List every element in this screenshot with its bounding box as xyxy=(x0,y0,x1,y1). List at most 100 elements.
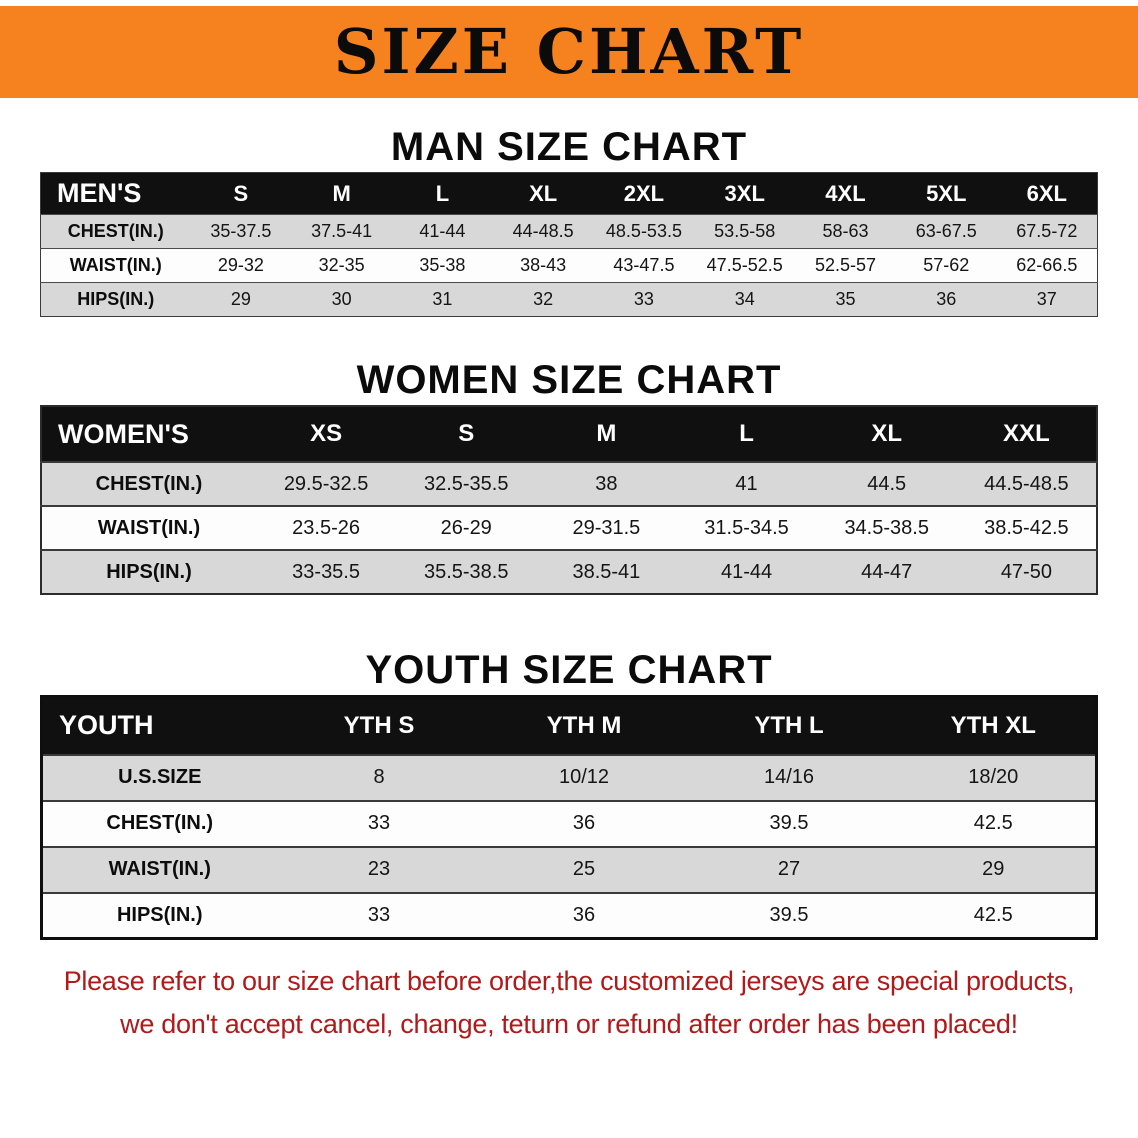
size-column-header: L xyxy=(392,172,493,215)
size-value: 29-32 xyxy=(190,248,292,283)
size-value: 37 xyxy=(996,282,1098,317)
size-value: 29.5-32.5 xyxy=(256,461,397,506)
youth-size-table: YOUTH YTH S YTH M YTH L YTH XL U.S.SIZE 8 10/12… xyxy=(40,695,1098,940)
size-column-header: 6XL xyxy=(996,172,1098,215)
size-column-header: 4XL xyxy=(795,172,896,215)
measurement-label: HIPS(IN.) xyxy=(41,549,256,594)
size-value: 29 xyxy=(190,282,292,317)
size-value: 33 xyxy=(276,891,482,939)
size-value: 33-35.5 xyxy=(256,549,397,594)
size-value: 67.5-72 xyxy=(996,214,1098,249)
size-value: 44-47 xyxy=(816,549,957,594)
size-value: 48.5-53.5 xyxy=(593,214,695,249)
size-value: 38.5-42.5 xyxy=(956,505,1097,550)
size-value: 42.5 xyxy=(891,799,1097,847)
size-value: 10/12 xyxy=(481,753,687,801)
women-size-table: WOMEN'S XS S M L XL XXL CHEST(IN.) 29.5-32.5 32.5… xyxy=(40,405,1098,595)
size-value: 32 xyxy=(492,282,594,317)
size-value: 34.5-38.5 xyxy=(816,505,957,550)
size-value: 35.5-38.5 xyxy=(396,549,537,594)
size-value: 57-62 xyxy=(895,248,997,283)
size-value: 36 xyxy=(895,282,997,317)
measurement-label: HIPS(IN.) xyxy=(40,282,191,317)
size-value: 31.5-34.5 xyxy=(676,505,817,550)
size-column-header: 2XL xyxy=(593,172,695,215)
size-value: 27 xyxy=(686,845,892,893)
size-value: 47.5-52.5 xyxy=(694,248,796,283)
size-value: 29 xyxy=(891,845,1097,893)
size-value: 44-48.5 xyxy=(492,214,594,249)
size-value: 14/16 xyxy=(686,753,892,801)
size-value: 31 xyxy=(392,282,493,317)
measurement-label: HIPS(IN.) xyxy=(41,891,277,939)
size-value: 29-31.5 xyxy=(536,505,677,550)
table-row: CHEST(IN.) 33 36 39.5 42.5 xyxy=(41,799,1097,847)
size-value: 62-66.5 xyxy=(996,248,1098,283)
measurement-label: WAIST(IN.) xyxy=(40,248,191,283)
size-column-header: S xyxy=(396,406,537,462)
size-value: 33 xyxy=(593,282,695,317)
size-value: 35-38 xyxy=(392,248,493,283)
men-section-heading: MAN SIZE CHART xyxy=(390,125,748,169)
size-value: 38 xyxy=(536,461,677,506)
table-title-cell: WOMEN'S xyxy=(41,406,256,462)
table-row: CHEST(IN.) 35-37.5 37.5-41 41-44 44-48.5 48.5… xyxy=(40,214,1098,249)
size-value: 37.5-41 xyxy=(291,214,393,249)
size-value: 23 xyxy=(276,845,482,893)
table-title-cell: YOUTH xyxy=(41,696,277,755)
size-value: 41-44 xyxy=(676,549,817,594)
measurement-label: CHEST(IN.) xyxy=(41,799,277,847)
banner-title: SIZE CHART xyxy=(333,15,805,88)
disclaimer-note: Please refer to our size chart before or… xyxy=(0,962,1138,1044)
size-column-header: L xyxy=(676,406,817,462)
size-value: 53.5-58 xyxy=(694,214,796,249)
size-value: 35 xyxy=(795,282,896,317)
table-row: HIPS(IN.) 33 36 39.5 42.5 xyxy=(41,891,1097,939)
table-header-row: WOMEN'S XS S M L XL XXL xyxy=(41,406,1097,462)
size-chart-banner: SIZE CHART xyxy=(0,6,1138,98)
youth-section-heading: YOUTH SIZE CHART xyxy=(365,648,773,692)
size-value: 44.5-48.5 xyxy=(956,461,1097,506)
size-value: 36 xyxy=(481,891,687,939)
size-value: 47-50 xyxy=(956,549,1097,594)
size-value: 33 xyxy=(276,799,482,847)
size-value: 44.5 xyxy=(816,461,957,506)
size-column-header: S xyxy=(190,172,292,215)
size-value: 32-35 xyxy=(291,248,393,283)
size-value: 38.5-41 xyxy=(536,549,677,594)
table-row: WAIST(IN.) 29-32 32-35 35-38 38-43 43-47.5 47.… xyxy=(40,248,1098,283)
size-value: 63-67.5 xyxy=(895,214,997,249)
measurement-label: CHEST(IN.) xyxy=(41,461,256,506)
size-column-header: YTH M xyxy=(481,696,687,755)
size-column-header: XXL xyxy=(956,406,1097,462)
size-value: 25 xyxy=(481,845,687,893)
size-value: 8 xyxy=(276,753,482,801)
size-value: 18/20 xyxy=(891,753,1097,801)
measurement-label: WAIST(IN.) xyxy=(41,845,277,893)
size-value: 52.5-57 xyxy=(795,248,896,283)
size-value: 39.5 xyxy=(686,891,892,939)
size-value: 36 xyxy=(481,799,687,847)
disclaimer-line-1: Please refer to our size chart before or… xyxy=(63,966,1075,996)
table-row: WAIST(IN.) 23.5-26 26-29 29-31.5 31.5-34.5 34… xyxy=(41,505,1097,550)
women-size-section: WOMEN SIZE CHART WOMEN'S XS S M L XL XXL CHEST(… xyxy=(0,355,1138,595)
table-header-row: YOUTH YTH S YTH M YTH L YTH XL xyxy=(41,696,1097,755)
size-value: 23.5-26 xyxy=(256,505,397,550)
table-row: WAIST(IN.) 23 25 27 29 xyxy=(41,845,1097,893)
size-column-header: M xyxy=(536,406,677,462)
size-value: 39.5 xyxy=(686,799,892,847)
measurement-label: WAIST(IN.) xyxy=(41,505,256,550)
table-title-cell: MEN'S xyxy=(40,172,191,215)
youth-size-section: YOUTH SIZE CHART YOUTH YTH S YTH M YTH L YTH… xyxy=(0,645,1138,940)
size-column-header: 3XL xyxy=(694,172,796,215)
size-column-header: YTH L xyxy=(686,696,892,755)
size-value: 43-47.5 xyxy=(593,248,695,283)
size-column-header: YTH XL xyxy=(891,696,1097,755)
size-value: 38-43 xyxy=(492,248,594,283)
disclaimer-line-2: we don't accept cancel, change, teturn o… xyxy=(120,1009,1018,1040)
size-value: 26-29 xyxy=(396,505,537,550)
table-header-row: MEN'S S M L XL 2XL 3XL 4XL 5XL 6XL xyxy=(40,172,1098,215)
size-value: 41-44 xyxy=(392,214,493,249)
size-column-header: XS xyxy=(256,406,397,462)
size-value: 35-37.5 xyxy=(190,214,292,249)
